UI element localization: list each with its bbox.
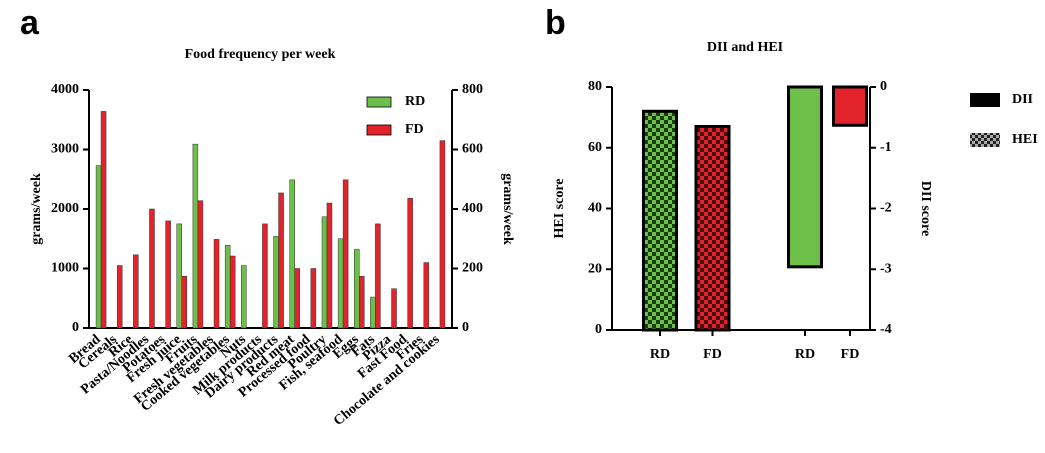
bar <box>832 85 868 127</box>
y-tick-label: 2000 <box>51 201 79 216</box>
y2-tick-label: -3 <box>880 261 892 276</box>
x-tick-label: FD <box>703 347 722 362</box>
bar <box>229 255 236 329</box>
legend-swatch <box>970 133 1000 147</box>
bar <box>100 111 107 329</box>
bar <box>439 140 446 329</box>
y2-tick-label: -1 <box>880 140 892 155</box>
bar <box>289 179 295 329</box>
x-tick-label: FD <box>841 347 860 362</box>
bar <box>342 179 349 329</box>
x-tick-label: RD <box>650 347 670 362</box>
bar <box>370 296 376 329</box>
y2-tick-label: 800 <box>462 82 483 97</box>
legend-label: RD <box>405 94 425 109</box>
y-tick-label: 4000 <box>51 82 79 97</box>
bar <box>694 124 731 332</box>
y2-axis-label: grams/week <box>500 173 515 245</box>
bar <box>241 265 247 329</box>
bar <box>326 202 333 329</box>
y2-tick-label: 600 <box>462 142 483 157</box>
y2-tick-label: 400 <box>462 201 483 216</box>
panel-label: b <box>545 4 566 42</box>
legend-swatch <box>970 93 1000 107</box>
bar <box>337 238 344 329</box>
y2-tick-label: 200 <box>462 261 483 276</box>
y-tick-label: 20 <box>588 261 602 276</box>
bar <box>391 288 397 329</box>
bar <box>310 268 317 329</box>
y2-axis-label: DII score <box>918 181 933 236</box>
y-tick-label: 80 <box>588 79 602 94</box>
bar <box>787 85 823 269</box>
bar <box>149 208 155 329</box>
legend-swatch <box>366 124 392 136</box>
y-tick-label: 40 <box>588 201 602 216</box>
bar <box>262 223 268 329</box>
bar <box>273 236 279 329</box>
bar <box>321 216 328 329</box>
bar <box>95 165 102 329</box>
bar <box>407 198 413 329</box>
bar <box>133 254 139 329</box>
legend-label: HEI <box>1012 132 1038 147</box>
chart-title: Food frequency per week <box>185 47 336 62</box>
bar <box>294 268 300 329</box>
y-tick-label: 3000 <box>51 142 79 157</box>
legend-swatch <box>366 96 392 108</box>
y2-tick-label: 0 <box>880 79 887 94</box>
y-tick-label: 60 <box>588 140 602 155</box>
y2-tick-label: -4 <box>880 322 892 337</box>
bar <box>116 265 123 329</box>
legend-label: DII <box>1012 92 1033 107</box>
bar <box>375 223 381 329</box>
bar <box>181 275 187 329</box>
bar <box>213 239 220 329</box>
y-tick-label: 1000 <box>51 261 79 276</box>
x-tick-label: RD <box>795 347 815 362</box>
bar <box>224 245 231 329</box>
bar <box>165 220 171 329</box>
bar <box>354 249 360 329</box>
bar <box>359 275 365 329</box>
bar <box>176 223 182 329</box>
chart-title: DII and HEI <box>707 40 783 55</box>
y-tick-label: 0 <box>595 322 602 337</box>
bar <box>192 143 199 329</box>
bar <box>642 109 678 332</box>
panel-label: a <box>20 4 40 42</box>
bar <box>423 262 430 329</box>
bar <box>278 192 284 329</box>
y2-tick-label: -2 <box>880 201 892 216</box>
bar <box>197 200 204 329</box>
y-axis-label: grams/week <box>29 173 44 245</box>
y-axis-label: HEI score <box>552 178 567 238</box>
y-tick-label: 0 <box>72 320 79 335</box>
legend-label: FD <box>405 122 424 137</box>
y2-tick-label: 0 <box>462 320 469 335</box>
